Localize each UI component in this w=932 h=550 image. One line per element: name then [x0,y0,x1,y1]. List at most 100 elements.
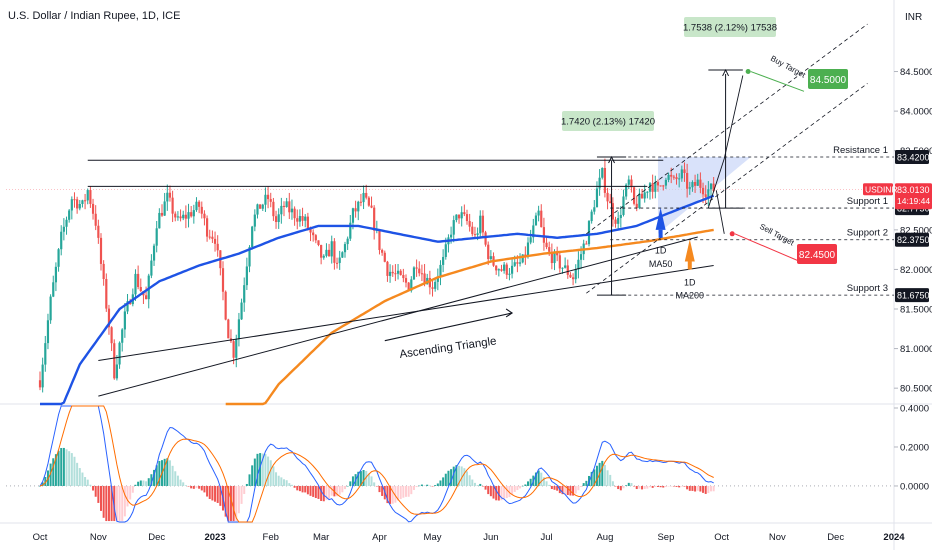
candle [431,279,434,297]
candle [436,268,439,291]
candle-body [73,199,76,201]
candle [370,196,373,209]
macd-bar [683,485,686,487]
candle [455,214,458,223]
candle-body [404,278,408,283]
candle-body [38,380,42,388]
candle [187,203,190,228]
candle [134,269,137,301]
candle-body [569,274,572,278]
candle-body [89,190,92,204]
macd-bar [460,466,463,486]
candle [699,172,702,194]
macd-bar [686,485,689,490]
macd-bar [81,472,84,486]
candle [205,215,209,242]
candle-body [553,252,556,264]
candle-body [367,197,370,206]
macd-bar [84,477,87,486]
macd-bar [86,479,89,486]
candle-body [449,234,453,238]
macd-bar [264,453,267,486]
candle [460,206,463,227]
ma200-label-2: MA200 [676,291,705,301]
candle-body [590,211,593,222]
candle-body [351,208,355,223]
macd-bar [664,485,667,488]
macd-bar [627,482,630,486]
macd-bar [336,485,339,497]
candle-body [327,249,331,257]
candle-body [688,187,691,189]
candle-body [646,191,649,193]
candle-body [396,270,400,274]
macd-bar [712,485,715,492]
candle [338,250,341,270]
candle [545,237,548,250]
macd-bar [447,470,450,486]
candle-body [630,179,633,188]
time-tick-label: Mar [313,532,329,543]
macd-bar [426,484,429,486]
candle [659,185,662,187]
macd-bar [253,458,256,486]
candle-body [52,282,55,297]
candle-body [325,249,328,256]
candle [49,294,52,324]
candle [41,357,44,393]
candle-body [434,281,437,289]
candle [640,188,644,199]
macd-bar [688,485,691,491]
candle [166,184,169,211]
macd-bar [593,469,596,486]
macd-bar [176,475,179,486]
candle [158,208,161,229]
candle-body [306,216,309,229]
candle-body [227,319,230,339]
macd-bar [633,485,636,487]
candle-body [269,199,272,202]
candle [373,205,376,240]
candle [696,173,699,186]
level-name: Support 3 [847,283,888,294]
candle-body [211,236,214,239]
candle-body [423,273,426,285]
macd-bar [92,485,95,491]
macd-bar [123,485,126,517]
candle [171,190,174,223]
candle-body [532,225,535,238]
candle [396,264,400,280]
macd-bar [625,485,628,486]
candle [190,206,193,218]
candle-body [155,228,158,246]
macd-bar [52,458,55,486]
sell-target-marker [729,231,735,237]
macd-bar [314,485,317,499]
macd-bar [126,485,129,507]
candle-body [545,242,548,248]
level-price: 82.3750 [897,235,930,245]
candle-body [338,257,341,263]
macd-bar [174,471,177,486]
candle [534,212,538,226]
candle-body [362,192,365,203]
candle-body [457,214,461,219]
macd-bar [184,485,187,486]
macd-bar [100,485,102,511]
macd-bar [389,485,392,504]
candle-body [693,182,697,186]
candle [378,229,381,255]
candle-body [537,210,540,216]
candle [333,238,336,270]
macd-bar [550,485,553,490]
macd-bar [487,485,490,495]
candle-body [60,231,63,250]
macd-bar [572,485,575,496]
candle [402,268,405,283]
candle-body [277,214,280,223]
candle [359,193,363,207]
candle-body [664,179,668,186]
macd-bar [187,485,190,487]
macd-bar [500,485,503,501]
